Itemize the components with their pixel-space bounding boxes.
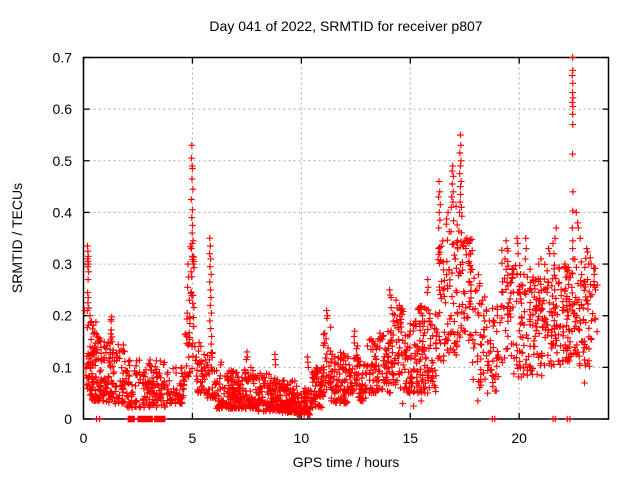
plot-border-rect <box>82 56 610 420</box>
axis-tick-labels: 0 5 10 15 20 0 0.1 0.2 0.3 0.4 0.5 0.6 0.7 <box>53 50 528 447</box>
x-tick-label: 15 <box>402 430 418 446</box>
y-tick-label: 0 <box>64 411 72 427</box>
x-tick-label: 0 <box>80 430 88 446</box>
y-tick-label: 0.3 <box>53 256 73 272</box>
y-tick-label: 0.5 <box>53 153 73 169</box>
x-tick-label: 20 <box>511 430 527 446</box>
y-tick-label: 0.2 <box>53 308 73 324</box>
y-tick-label: 0.6 <box>53 101 73 117</box>
data-points <box>81 54 601 423</box>
x-axis-label: GPS time / hours <box>293 454 400 470</box>
chart-title: Day 041 of 2022, SRMTID for receiver p80… <box>209 18 482 34</box>
y-tick-label: 0.7 <box>53 50 73 66</box>
plot-border <box>82 56 610 420</box>
x-tick-label: 10 <box>294 430 310 446</box>
x-tick-label: 5 <box>189 430 197 446</box>
y-tick-label: 0.1 <box>53 359 73 375</box>
y-axis-label: SRMTID / TECUs <box>9 183 25 293</box>
y-tick-label: 0.4 <box>53 204 73 220</box>
scatter-markers <box>81 54 601 423</box>
